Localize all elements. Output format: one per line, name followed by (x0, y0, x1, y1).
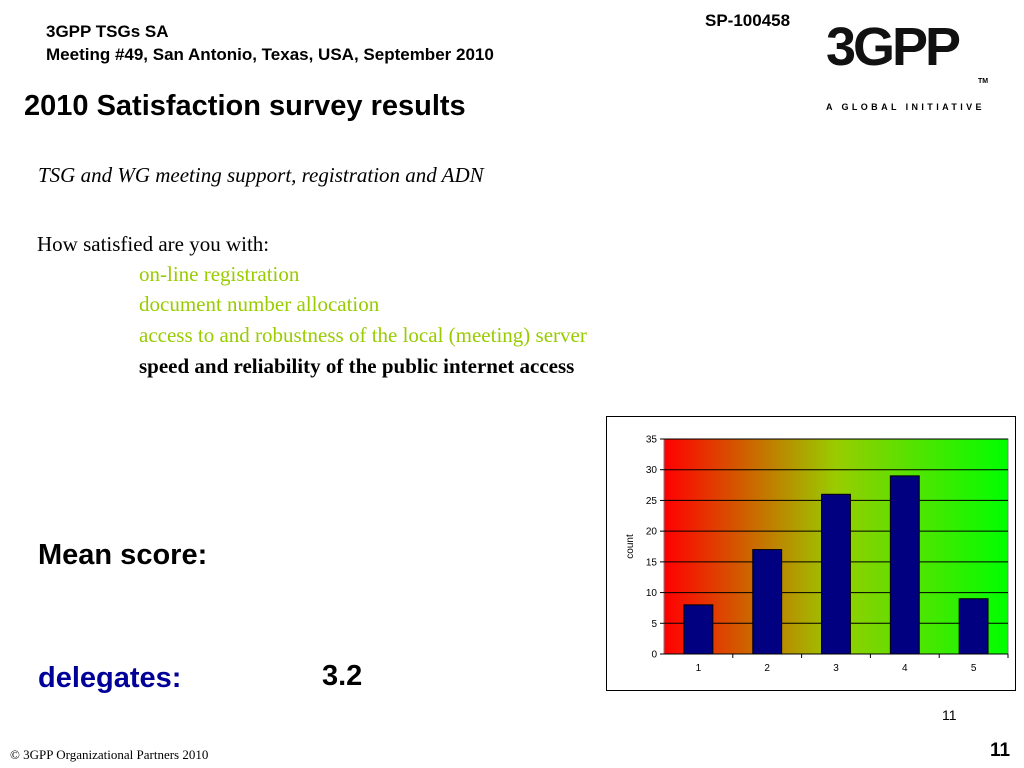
bar-1 (683, 604, 714, 655)
x-tick-label: 2 (764, 663, 770, 674)
y-tick-label: 30 (646, 465, 658, 476)
y-tick-label: 5 (651, 619, 657, 630)
document-id: SP-100458 (705, 11, 791, 30)
survey-item-online-registration: on-line registration (139, 262, 300, 286)
survey-question: How satisfied are you with: (37, 232, 270, 256)
mean-score-label: Mean score: (38, 539, 208, 571)
survey-item-internet-access: speed and reliability of the public inte… (139, 354, 575, 378)
meeting-details: Meeting #49, San Antonio, Texas, USA, Se… (46, 45, 494, 64)
bar-4 (889, 475, 920, 655)
x-tick-label: 1 (696, 663, 702, 674)
x-tick-label: 5 (971, 663, 977, 674)
y-tick-label: 20 (646, 527, 658, 538)
x-tick-label: 3 (833, 663, 839, 674)
copyright-notice: © 3GPP Organizational Partners 2010 (10, 747, 209, 762)
survey-item-document-number-allocation: document number allocation (139, 292, 380, 316)
delegates-label: delegates: (38, 662, 182, 694)
3gpp-logo: 3GPP TM A GLOBAL INITIATIVE (822, 10, 1002, 120)
y-tick-label: 15 (646, 557, 658, 568)
page-number: 11 (990, 740, 1011, 761)
y-tick-label: 35 (646, 435, 658, 446)
x-tick-label: 4 (902, 663, 908, 674)
chart-frame: 0 5 10 15 20 25 30 35 1 2 3 4 5 count (606, 416, 1016, 691)
bar-chart: 0 5 10 15 20 25 30 35 1 2 3 4 5 count (625, 435, 1009, 674)
delegates-score: 3.2 (322, 660, 363, 692)
slide-subtitle: TSG and WG meeting support, registration… (38, 163, 484, 187)
y-axis-label: count (625, 534, 636, 559)
logo-trademark: TM (978, 78, 989, 85)
bar-3 (821, 493, 851, 655)
logo-mark: 3GPP (826, 17, 961, 77)
logo-tagline: A GLOBAL INITIATIVE (826, 102, 985, 112)
bar-2 (752, 549, 783, 655)
y-tick-label: 0 (651, 650, 657, 661)
y-tick-label: 25 (646, 496, 658, 507)
survey-item-local-server: access to and robustness of the local (m… (139, 323, 587, 347)
slide-title: 2010 Satisfaction survey results (24, 90, 466, 122)
meeting-group: 3GPP TSGs SA (46, 22, 169, 41)
bar-5 (958, 598, 989, 655)
y-tick-label: 10 (646, 588, 658, 599)
chart-page-number: 11 (942, 707, 957, 723)
